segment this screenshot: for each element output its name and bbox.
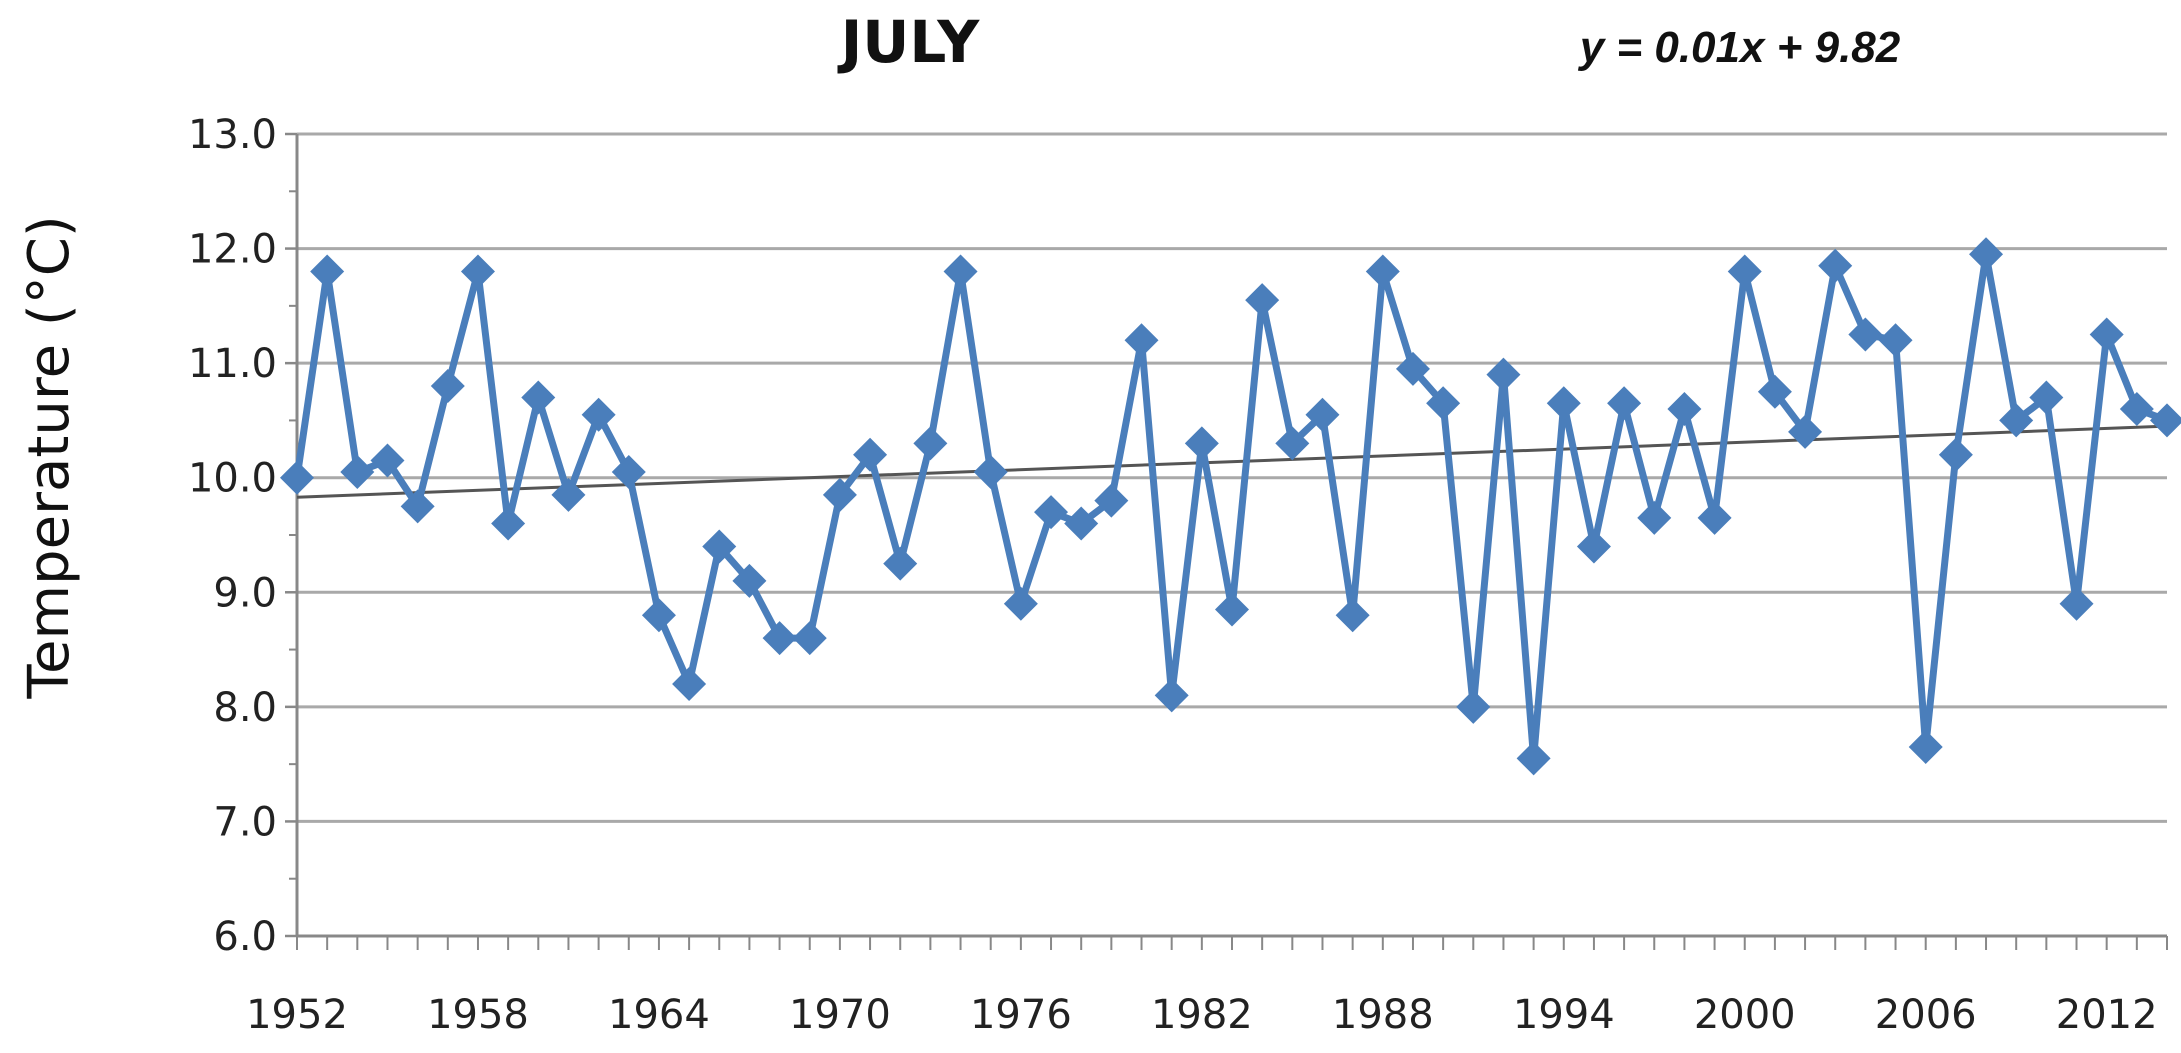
data-point bbox=[1154, 678, 1189, 713]
data-point bbox=[551, 477, 586, 512]
y-tick-label: 13.0 bbox=[188, 112, 277, 158]
data-point bbox=[280, 460, 314, 495]
data-point bbox=[672, 666, 707, 701]
data-point bbox=[521, 380, 556, 415]
data-point bbox=[1637, 500, 1672, 535]
data-point bbox=[1697, 500, 1732, 535]
data-point bbox=[1757, 374, 1792, 409]
data-point bbox=[853, 437, 888, 472]
data-point bbox=[2150, 403, 2181, 438]
data-point bbox=[883, 546, 918, 581]
y-tick-label: 9.0 bbox=[213, 570, 277, 616]
data-point bbox=[1999, 403, 2034, 438]
data-point bbox=[1788, 414, 1823, 449]
data-point bbox=[1486, 357, 1521, 392]
series-line bbox=[293, 253, 2169, 759]
data-point bbox=[702, 529, 737, 564]
data-point bbox=[2059, 586, 2094, 621]
x-tick-label: 1958 bbox=[427, 992, 529, 1038]
data-point bbox=[822, 477, 857, 512]
data-point bbox=[1124, 323, 1159, 358]
x-tick-label: 2006 bbox=[1875, 992, 1977, 1038]
data-point bbox=[762, 621, 797, 656]
data-point bbox=[340, 454, 375, 489]
x-tick-labels: 1952 1958 1964 1970 1976 1982 1988 1994 2000 2006… bbox=[246, 992, 2157, 1038]
y-axis-label: Temperature (°C) bbox=[17, 215, 82, 699]
x-tick-label: 1988 bbox=[1332, 992, 1434, 1038]
data-point bbox=[1184, 426, 1219, 461]
data-point bbox=[1094, 483, 1129, 518]
data-point bbox=[1516, 741, 1551, 776]
y-tick-label: 12.0 bbox=[188, 227, 277, 273]
data-point bbox=[430, 369, 465, 404]
data-point bbox=[491, 506, 526, 541]
data-point bbox=[943, 254, 978, 289]
data-point bbox=[1365, 254, 1400, 289]
axes bbox=[285, 132, 2168, 950]
trend-equation: y = 0.01x + 9.82 bbox=[1578, 23, 1901, 72]
x-tick-label: 2012 bbox=[2056, 992, 2158, 1038]
data-point bbox=[1305, 397, 1340, 432]
data-point bbox=[1848, 317, 1883, 352]
x-tick-label: 1952 bbox=[246, 992, 348, 1038]
data-point bbox=[1938, 437, 1973, 472]
data-point bbox=[2089, 317, 2124, 352]
data-point bbox=[1969, 237, 2004, 272]
data-point bbox=[1034, 495, 1069, 530]
data-point bbox=[1727, 254, 1762, 289]
data-point bbox=[1546, 386, 1581, 421]
x-tick-label: 1964 bbox=[608, 992, 710, 1038]
data-point bbox=[400, 489, 435, 524]
x-tick-label: 2000 bbox=[1694, 992, 1796, 1038]
y-tick-label: 6.0 bbox=[213, 914, 277, 960]
data-point bbox=[1607, 386, 1642, 421]
y-tick-label: 11.0 bbox=[188, 341, 277, 387]
data-point bbox=[1456, 689, 1491, 724]
data-point bbox=[1878, 323, 1913, 358]
data-point bbox=[1003, 586, 1038, 621]
data-point bbox=[1576, 529, 1611, 564]
x-tick-label: 1970 bbox=[789, 992, 891, 1038]
data-point bbox=[1667, 391, 1702, 426]
data-point bbox=[460, 254, 495, 289]
data-point bbox=[1426, 386, 1461, 421]
x-tick-label: 1976 bbox=[970, 992, 1072, 1038]
y-tick-label: 10.0 bbox=[188, 456, 277, 502]
data-point bbox=[1818, 248, 1853, 283]
data-point bbox=[1908, 729, 1943, 764]
data-point bbox=[370, 443, 405, 478]
data-point bbox=[581, 397, 616, 432]
x-tick-label: 1982 bbox=[1151, 992, 1253, 1038]
data-point bbox=[1275, 426, 1310, 461]
series-group bbox=[280, 237, 2181, 776]
data-point bbox=[1335, 598, 1370, 633]
data-point bbox=[1215, 592, 1249, 627]
data-point bbox=[2119, 391, 2154, 426]
data-point bbox=[641, 598, 676, 633]
trendline bbox=[296, 424, 2168, 499]
data-point bbox=[913, 426, 948, 461]
trendline-group bbox=[296, 424, 2168, 499]
data-point bbox=[792, 621, 827, 656]
data-point bbox=[611, 454, 646, 489]
data-point bbox=[1245, 283, 1280, 318]
x-tick-label: 1994 bbox=[1513, 992, 1615, 1038]
data-point bbox=[1064, 506, 1099, 541]
data-point bbox=[973, 454, 1008, 489]
data-point bbox=[1395, 351, 1430, 386]
data-point bbox=[2029, 380, 2064, 415]
y-tick-labels: 6.0 7.0 8.0 9.0 10.0 11.0 12.0 13.0 bbox=[188, 112, 277, 960]
data-point bbox=[310, 254, 345, 289]
y-tick-label: 8.0 bbox=[213, 685, 277, 731]
data-point bbox=[732, 563, 767, 598]
chart-title: JULY bbox=[837, 8, 981, 76]
y-tick-label: 7.0 bbox=[213, 799, 277, 845]
